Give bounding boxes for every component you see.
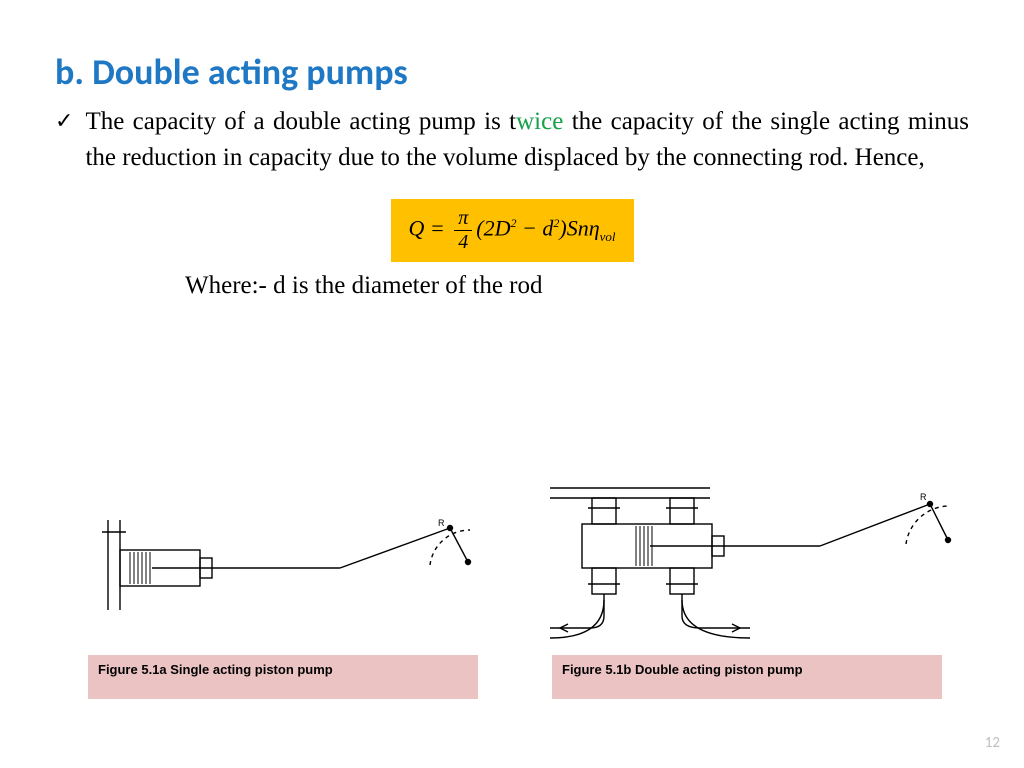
formula-S: S [567, 215, 578, 240]
formula-four: 4 [454, 231, 472, 254]
page-number: 12 [985, 734, 1000, 752]
checkmark-icon: ✓ [55, 108, 73, 134]
formula-eq: = [424, 215, 450, 240]
figure-double-acting: R [550, 478, 970, 648]
formula-open: (2 [476, 215, 494, 240]
formula-eta: η [589, 215, 600, 240]
formula-D: D [495, 215, 511, 240]
bullet-prefix: The capacity of a double acting pump is … [85, 108, 516, 135]
formula-minus: − [517, 215, 543, 240]
formula-d: d [542, 215, 553, 240]
figure1-caption-bar: Figure 5.1a Single acting piston pump [88, 655, 478, 699]
formula-vol: vol [600, 228, 616, 243]
formula-n: n [578, 215, 589, 240]
figure2-caption-bar: Figure 5.1b Double acting piston pump [552, 655, 942, 699]
figure-single-acting: R [90, 510, 490, 630]
figure1-caption: Figure 5.1a Single acting piston pump [98, 662, 333, 677]
bullet-text: The capacity of a double acting pump is … [85, 104, 969, 177]
bullet-highlight: wice [516, 108, 563, 135]
slide-title: b. Double acting pumps [55, 50, 969, 94]
figure1-label-R: R [438, 518, 445, 528]
bullet-item: ✓ The capacity of a double acting pump i… [55, 104, 969, 177]
where-text: Where:- d is the diameter of the rod [185, 272, 969, 300]
formula-pi: π [454, 207, 472, 231]
figure2-label-R: R [920, 492, 927, 502]
formula-fraction: π4 [454, 207, 472, 254]
formula-box: Q = π4(2D2 − d2)Snηvol [391, 199, 634, 262]
figure2-caption: Figure 5.1b Double acting piston pump [562, 662, 803, 677]
formula-Q: Q [409, 215, 425, 240]
formula-close: ) [559, 215, 566, 240]
